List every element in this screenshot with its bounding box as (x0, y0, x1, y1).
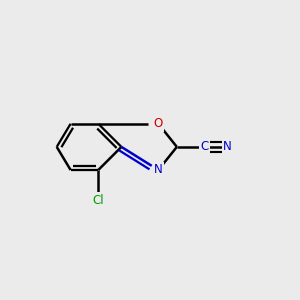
Text: C: C (200, 140, 209, 153)
Text: N: N (223, 140, 232, 153)
Text: N: N (154, 164, 163, 176)
Text: O: O (154, 117, 163, 130)
Text: Cl: Cl (92, 194, 104, 206)
